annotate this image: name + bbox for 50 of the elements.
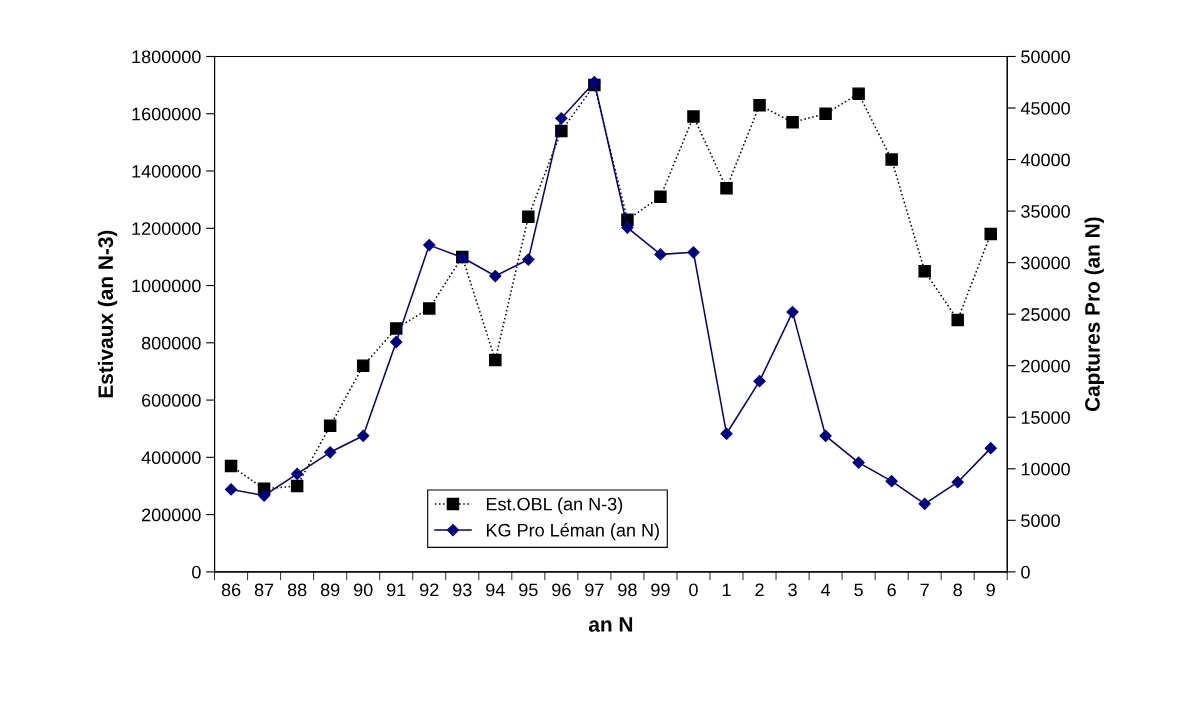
y-axis-title: Estivaux (an N-3) (97, 230, 118, 398)
y2-tick-label: 40000 (1020, 153, 1070, 167)
y-tick-label: 0 (192, 565, 201, 579)
x-tick-label: 87 (254, 583, 274, 597)
x-tick-label: 93 (453, 583, 472, 597)
y-tick-label: 1800000 (132, 50, 201, 64)
x-tick-label: 1 (722, 583, 731, 597)
y2-tick-label: 50000 (1021, 50, 1070, 64)
x-tick-label: 3 (788, 583, 797, 597)
x-tick-label: 8 (953, 583, 962, 597)
x-tick-label: 6 (887, 583, 896, 597)
x-tick-label: 90 (353, 583, 373, 597)
x-tick-label: 94 (486, 583, 505, 597)
x-tick-label: 4 (820, 583, 831, 597)
legend-label: KG Pro Léman (an N) (486, 523, 659, 541)
y2-tick-label: 30000 (1021, 256, 1070, 270)
x-tick-label: 97 (585, 583, 604, 597)
y-tick-label: 600000 (142, 394, 201, 407)
y-tick-label: 400000 (141, 451, 201, 465)
y-tick-label: 1000000 (132, 279, 201, 293)
y-tick-label: 1200000 (132, 222, 201, 235)
x-tick-label: 98 (618, 583, 637, 597)
x-tick-label: 2 (755, 583, 764, 597)
x-tick-label: 95 (519, 583, 538, 597)
x-tick-label: 92 (420, 583, 439, 597)
y2-tick-label: 45000 (1020, 101, 1070, 115)
y-tick-label: 1400000 (132, 164, 201, 178)
x-tick-label: 7 (920, 583, 929, 597)
x-tick-label: 88 (287, 583, 307, 597)
y-tick-label: 800000 (141, 336, 201, 350)
x-axis-title: an N (588, 617, 633, 632)
y2-tick-label: 10000 (1021, 462, 1070, 476)
y-tick-label: 200000 (142, 508, 201, 522)
y2-tick-label: 25000 (1021, 308, 1070, 321)
x-tick-label: 89 (320, 583, 340, 597)
y2-tick-label: 15000 (1021, 411, 1070, 424)
x-tick-label: 0 (689, 583, 698, 597)
y-tick-label: 1600000 (132, 107, 201, 121)
x-tick-label: 99 (651, 583, 670, 597)
x-tick-label: 9 (986, 583, 995, 597)
y2-axis-title: Captures Pro (an N) (1084, 217, 1104, 412)
x-tick-label: 91 (387, 583, 406, 597)
legend-label: Est.OBL (an N-3) (486, 497, 623, 515)
x-tick-label: 86 (221, 583, 241, 597)
y2-tick-label: 35000 (1021, 205, 1070, 218)
x-tick-label: 96 (552, 583, 571, 597)
y2-tick-label: 0 (1021, 565, 1030, 579)
y2-tick-label: 5000 (1021, 514, 1060, 528)
y2-tick-label: 20000 (1021, 359, 1070, 373)
x-tick-label: 5 (854, 583, 863, 597)
